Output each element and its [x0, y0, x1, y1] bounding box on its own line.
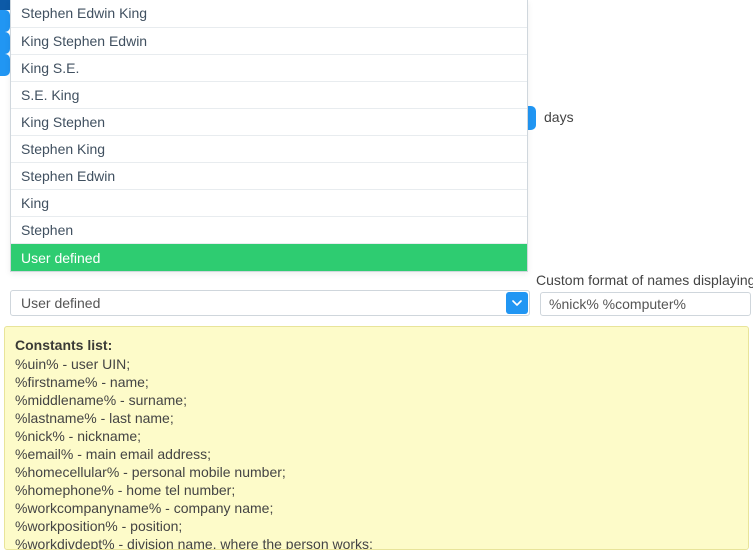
constants-help-line: %homecellular% - personal mobile number; — [15, 463, 738, 481]
days-label: days — [544, 109, 574, 125]
constants-help-line: %nick% - nickname; — [15, 427, 738, 445]
constants-help-line: %workdivdept% - division name, where the… — [15, 535, 738, 550]
custom-format-label: Custom format of names displaying — [536, 272, 753, 288]
custom-format-input[interactable] — [540, 292, 751, 316]
name-format-option[interactable]: Stephen King — [11, 135, 527, 162]
name-format-option[interactable]: S.E. King — [11, 81, 527, 108]
option-pill — [0, 54, 10, 76]
option-pill — [0, 32, 10, 54]
constants-help-line: %workposition% - position; — [15, 517, 738, 535]
name-format-option[interactable]: King — [11, 189, 527, 216]
name-format-option[interactable]: Stephen — [11, 216, 527, 243]
name-format-option[interactable]: King S.E. — [11, 54, 527, 81]
constants-help-line: %workcompanyname% - company name; — [15, 499, 738, 517]
name-format-option[interactable]: King Stephen Edwin — [11, 27, 527, 54]
constants-help-line: %firstname% - name; — [15, 373, 738, 391]
name-format-option[interactable]: Stephen Edwin — [11, 162, 527, 189]
name-format-dropdown-list: Stephen Edwin KingKing Stephen EdwinKing… — [10, 0, 528, 272]
chevron-down-icon — [512, 300, 522, 306]
constants-help-line: %lastname% - last name; — [15, 409, 738, 427]
constants-help-title: Constants list: — [15, 337, 738, 353]
dropdown-toggle-button[interactable] — [506, 292, 528, 314]
name-format-option[interactable]: Stephen Edwin King — [11, 0, 527, 27]
constants-help-line: %uin% - user UIN; — [15, 355, 738, 373]
constants-help-line: %middlename% - surname; — [15, 391, 738, 409]
name-format-select-value: User defined — [11, 295, 505, 311]
constants-help-line: %homephone% - home tel number; — [15, 481, 738, 499]
option-pill — [0, 10, 10, 32]
constants-help-panel: Constants list: %uin% - user UIN;%firstn… — [4, 326, 749, 550]
constants-help-line: %email% - main email address; — [15, 445, 738, 463]
name-format-option[interactable]: King Stephen — [11, 108, 527, 135]
name-format-option[interactable]: User defined — [11, 243, 527, 271]
name-format-select[interactable]: User defined — [10, 290, 530, 316]
